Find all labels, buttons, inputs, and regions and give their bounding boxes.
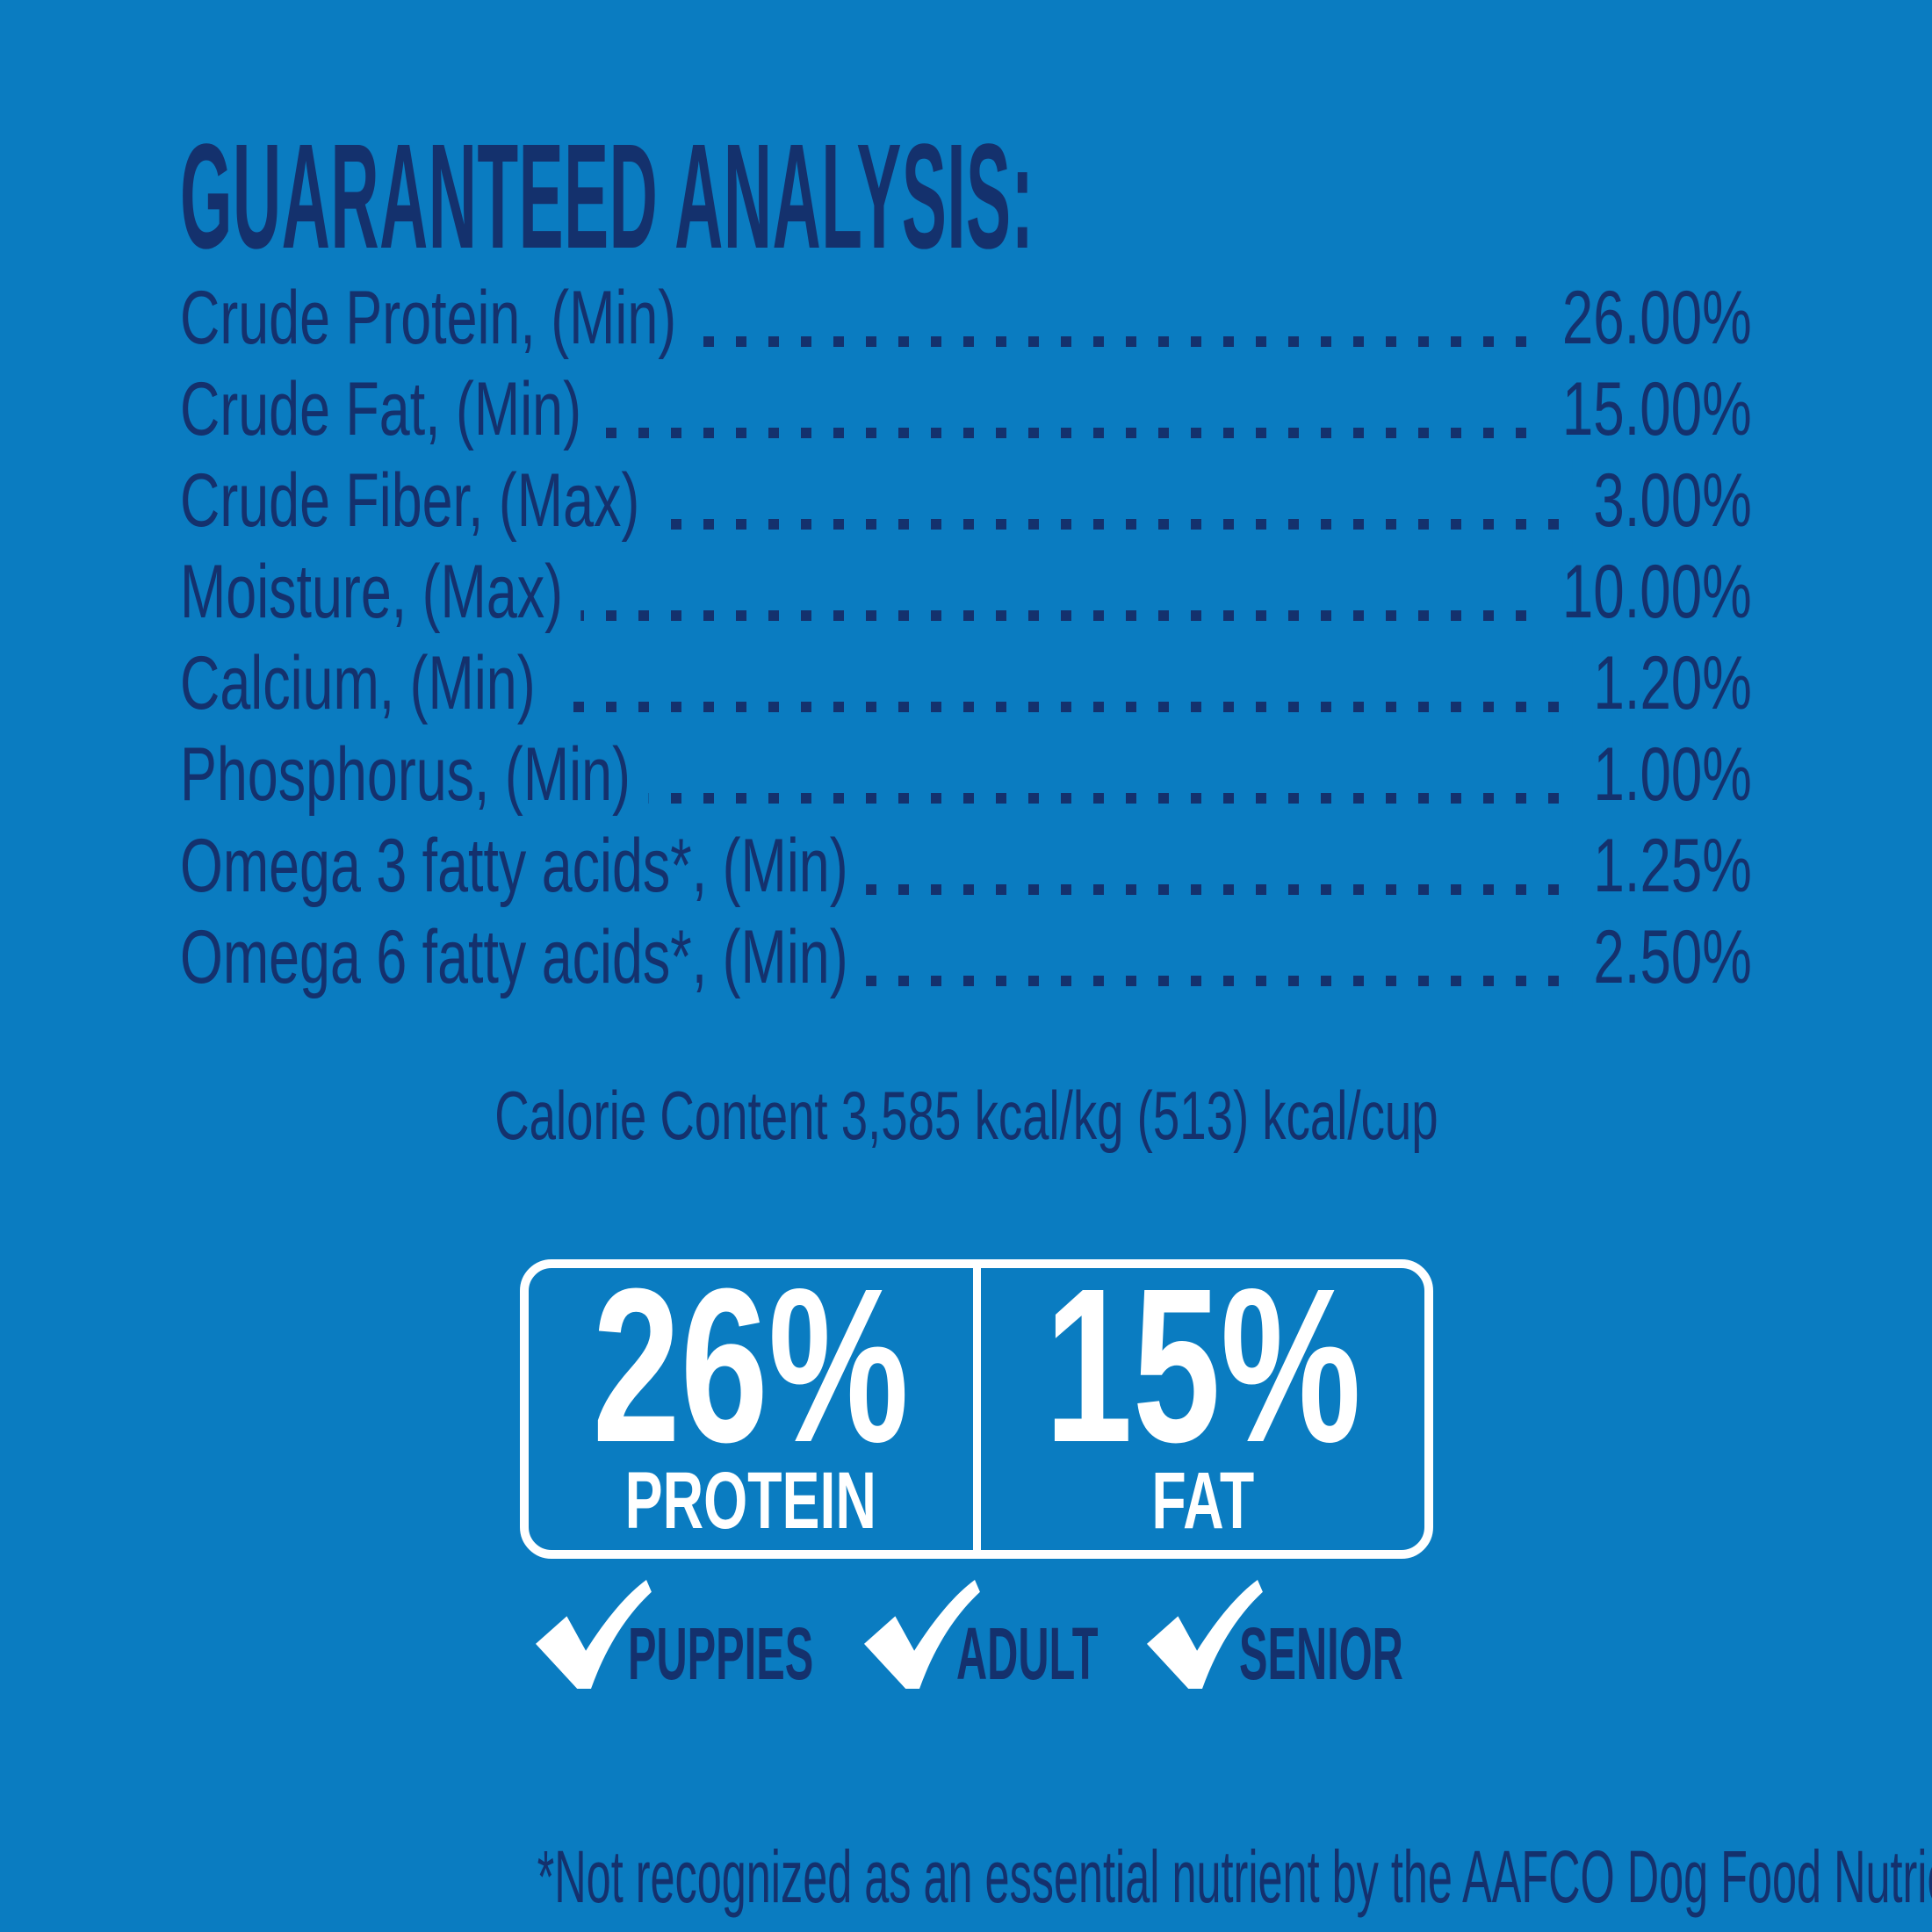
- nutrient-value: 10.00%: [1541, 551, 1752, 642]
- protein-label: PROTEIN: [624, 1456, 876, 1546]
- life-stage-senior: SENIOR: [1141, 1578, 1403, 1690]
- life-stage-label: ADULT: [955, 1612, 1098, 1695]
- macro-badge-box: 26% PROTEIN 15% FAT: [520, 1256, 1433, 1559]
- nutrient-value: 3.00%: [1572, 459, 1752, 551]
- nutrient-label: Omega 3 fatty acids*, (Min): [180, 825, 867, 916]
- life-stages-row: PUPPIES ADULT SENIOR: [0, 1576, 1932, 1690]
- nutrient-label: Crude Protein, (Min): [180, 277, 695, 368]
- fat-percent: 15%: [1044, 1243, 1361, 1488]
- fat-label: FAT: [1150, 1456, 1254, 1546]
- footnote-text: *Not recognized as an essential nutrient…: [537, 1835, 1932, 1918]
- table-row-crude-fiber: Crude Fiber, (Max) 3.00%: [180, 459, 1752, 551]
- check-icon: [1146, 1579, 1263, 1690]
- life-stage-label-wrap: ADULT: [955, 1612, 1098, 1695]
- life-stage-label: SENIOR: [1238, 1612, 1403, 1695]
- footnote: *Not recognized as an essential nutrient…: [0, 1840, 1932, 1914]
- table-row-omega-3: Omega 3 fatty acids*, (Min) 1.25%: [180, 825, 1752, 916]
- nutrient-label: Omega 6 fatty acids*, (Min): [180, 916, 867, 1007]
- nutrient-label: Crude Fiber, (Max): [180, 459, 658, 551]
- nutrient-value: 1.25%: [1572, 825, 1752, 916]
- page-title: GUARANTEED ANALYSIS:: [180, 113, 1034, 280]
- dotted-leader: [184, 702, 1750, 712]
- life-stage-label: PUPPIES: [627, 1612, 813, 1695]
- nutrient-value: 1.00%: [1572, 733, 1752, 825]
- fat-badge: 15% FAT: [981, 1256, 1425, 1550]
- nutrient-value: 2.50%: [1572, 916, 1752, 1007]
- calorie-content-line: Calorie Content 3,585 kcal/kg (513) kcal…: [0, 1081, 1932, 1150]
- table-row-omega-6: Omega 6 fatty acids*, (Min) 2.50%: [180, 916, 1752, 1007]
- nutrient-value: 15.00%: [1541, 368, 1752, 459]
- table-row-crude-protein: Crude Protein, (Min) 26.00%: [180, 277, 1752, 368]
- life-stage-label-wrap: SENIOR: [1239, 1617, 1403, 1690]
- nutrient-label: Calcium, (Min): [180, 642, 554, 733]
- nutrient-value: 1.20%: [1572, 642, 1752, 733]
- badge-divider: [972, 1268, 981, 1550]
- nutrient-label: Phosphorus, (Min): [180, 733, 649, 825]
- life-stage-puppies: PUPPIES: [530, 1578, 814, 1690]
- protein-percent: 26%: [592, 1243, 909, 1488]
- table-row-phosphorus: Phosphorus, (Min) 1.00%: [180, 733, 1752, 825]
- table-row-crude-fat: Crude Fat, (Min) 15.00%: [180, 368, 1752, 459]
- table-row-moisture: Moisture, (Max) 10.00%: [180, 551, 1752, 642]
- analysis-table: Crude Protein, (Min) 26.00% Crude Fat, (…: [180, 277, 1752, 1007]
- table-row-calcium: Calcium, (Min) 1.20%: [180, 642, 1752, 733]
- life-stage-label-wrap: PUPPIES: [628, 1617, 814, 1690]
- check-icon: [535, 1579, 652, 1690]
- protein-badge: 26% PROTEIN: [529, 1256, 973, 1550]
- calorie-content-text: Calorie Content 3,585 kcal/kg (513) kcal…: [494, 1077, 1438, 1154]
- nutrient-label: Moisture, (Max): [180, 551, 581, 642]
- nutrient-value: 26.00%: [1541, 277, 1752, 368]
- life-stage-adult: ADULT: [858, 1578, 1098, 1695]
- nutrient-label: Crude Fat, (Min): [180, 368, 600, 459]
- check-icon: [863, 1579, 980, 1690]
